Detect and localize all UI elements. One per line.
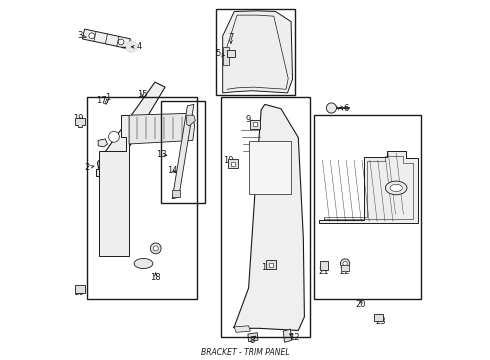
Polygon shape <box>129 113 195 144</box>
Text: 8: 8 <box>249 336 254 345</box>
Text: 19: 19 <box>74 114 84 123</box>
Circle shape <box>153 246 158 251</box>
Polygon shape <box>373 314 383 321</box>
Bar <box>314 115 421 299</box>
FancyBboxPatch shape <box>266 260 276 269</box>
FancyBboxPatch shape <box>228 159 238 168</box>
Bar <box>172 190 180 197</box>
Bar <box>269 263 273 266</box>
Circle shape <box>109 131 120 142</box>
Polygon shape <box>97 169 119 176</box>
Bar <box>231 162 235 166</box>
Text: 3: 3 <box>78 31 83 40</box>
Text: 6: 6 <box>343 104 348 112</box>
Text: 5: 5 <box>216 49 220 58</box>
Text: 1: 1 <box>105 93 110 102</box>
Bar <box>341 265 349 271</box>
Polygon shape <box>233 104 304 330</box>
FancyBboxPatch shape <box>250 120 260 129</box>
Text: 9: 9 <box>245 115 251 124</box>
Polygon shape <box>248 333 258 342</box>
Ellipse shape <box>390 184 402 192</box>
Text: 23: 23 <box>376 317 387 325</box>
Bar <box>216 9 295 95</box>
Polygon shape <box>222 47 229 65</box>
Text: 20: 20 <box>356 300 366 309</box>
Text: BRACKET - TRIM PANEL: BRACKET - TRIM PANEL <box>201 348 289 357</box>
Circle shape <box>118 39 124 45</box>
Ellipse shape <box>386 181 407 195</box>
Polygon shape <box>99 115 129 256</box>
Text: 4: 4 <box>136 42 142 51</box>
Text: 14: 14 <box>167 166 177 175</box>
Ellipse shape <box>134 258 153 269</box>
Circle shape <box>341 259 350 268</box>
Text: 11: 11 <box>261 263 271 271</box>
Text: 16: 16 <box>74 288 84 297</box>
Polygon shape <box>320 261 328 270</box>
Polygon shape <box>187 115 196 126</box>
Polygon shape <box>227 50 235 57</box>
Polygon shape <box>75 285 85 293</box>
Circle shape <box>326 103 337 113</box>
Bar <box>248 141 291 194</box>
Polygon shape <box>283 329 292 342</box>
Text: 10: 10 <box>223 156 234 165</box>
Polygon shape <box>126 41 137 53</box>
Text: 15: 15 <box>137 90 147 99</box>
Polygon shape <box>319 151 418 223</box>
Circle shape <box>150 243 161 254</box>
Circle shape <box>343 261 347 266</box>
Polygon shape <box>172 104 194 199</box>
Bar <box>220 97 310 337</box>
Bar <box>253 122 257 126</box>
Text: 7: 7 <box>228 33 234 42</box>
Bar <box>162 101 205 203</box>
Text: 17: 17 <box>97 96 107 105</box>
Polygon shape <box>222 11 293 93</box>
Text: 21: 21 <box>318 267 329 276</box>
Circle shape <box>89 33 95 39</box>
Polygon shape <box>98 139 107 147</box>
Polygon shape <box>82 29 130 49</box>
Text: 22: 22 <box>340 267 350 276</box>
Polygon shape <box>234 326 250 332</box>
Bar <box>87 97 197 299</box>
Text: 18: 18 <box>150 274 161 282</box>
Polygon shape <box>98 82 165 171</box>
Polygon shape <box>75 118 85 127</box>
Text: 13: 13 <box>156 150 167 158</box>
Text: 2: 2 <box>85 163 90 172</box>
Text: 12: 12 <box>290 333 300 342</box>
